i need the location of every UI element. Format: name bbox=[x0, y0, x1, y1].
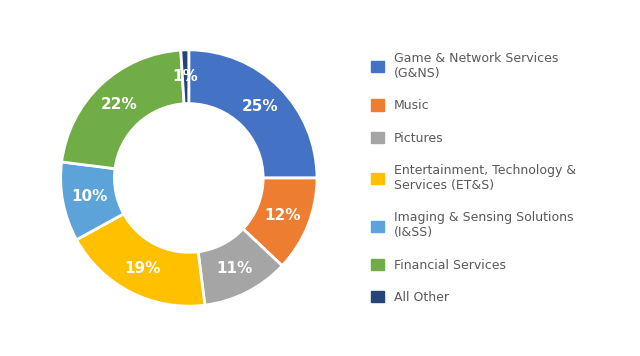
Text: 1%: 1% bbox=[173, 69, 198, 84]
Text: 12%: 12% bbox=[265, 208, 301, 223]
Legend: Game & Network Services
(G&NS), Music, Pictures, Entertainment, Technology &
Ser: Game & Network Services (G&NS), Music, P… bbox=[371, 52, 576, 304]
Text: 22%: 22% bbox=[101, 97, 138, 112]
Wedge shape bbox=[198, 229, 282, 305]
Wedge shape bbox=[243, 178, 317, 266]
Wedge shape bbox=[61, 162, 124, 240]
Text: 25%: 25% bbox=[242, 99, 278, 114]
Wedge shape bbox=[180, 50, 189, 104]
Text: 10%: 10% bbox=[71, 189, 108, 204]
Text: 11%: 11% bbox=[216, 261, 253, 276]
Text: 19%: 19% bbox=[125, 261, 161, 276]
Wedge shape bbox=[189, 50, 317, 178]
Wedge shape bbox=[77, 214, 205, 306]
Wedge shape bbox=[61, 50, 184, 169]
